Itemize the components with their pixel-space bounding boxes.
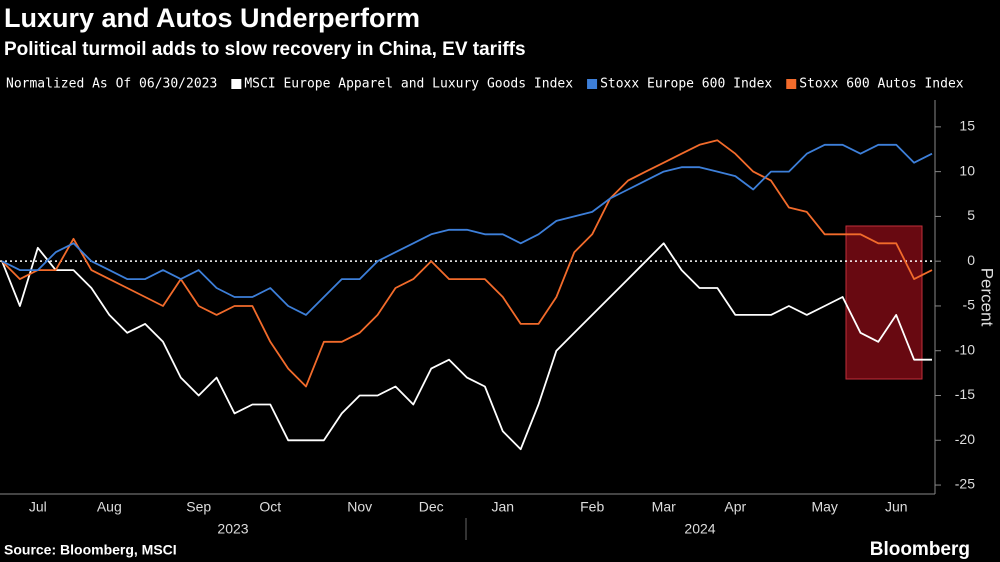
chart-subtitle: Political turmoil adds to slow recovery … [4, 39, 526, 60]
x-tick-label: Oct [259, 499, 281, 515]
y-tick-label: -25 [955, 476, 975, 492]
x-tick-label: Apr [724, 499, 746, 515]
year-label: 2024 [684, 521, 715, 537]
y-tick-label: 5 [967, 207, 975, 223]
x-tick-label: Jun [885, 499, 908, 515]
chart-title: Luxury and Autos Underperform [4, 3, 420, 33]
x-tick-label: May [811, 499, 837, 515]
legend-note: Normalized As Of 06/30/2023 [6, 77, 217, 92]
legend-swatch [786, 79, 797, 89]
legend-label: Stoxx 600 Autos Index [799, 77, 964, 92]
source: Source: Bloomberg, MSCI [4, 542, 177, 558]
series-line [1, 242, 932, 451]
y-tick-label: 0 [967, 252, 975, 268]
x-tick-label: Jul [29, 499, 47, 515]
legend-label: MSCI Europe Apparel and Luxury Goods Ind… [244, 77, 573, 92]
legend-swatch [587, 79, 598, 89]
brand: Bloomberg [870, 539, 970, 560]
year-label: 2023 [217, 521, 248, 537]
y-tick-label: -5 [963, 297, 976, 313]
y-axis-label: Percent [978, 268, 997, 327]
highlight-box [845, 225, 923, 380]
x-tick-label: Jan [491, 499, 514, 515]
series-line [1, 139, 933, 388]
x-tick-label: Mar [652, 499, 676, 515]
x-tick-label: Dec [419, 499, 444, 515]
y-tick-label: 10 [959, 162, 975, 178]
y-tick-label: -15 [955, 386, 975, 402]
x-tick-label: Aug [97, 499, 122, 515]
y-tick-label: 15 [959, 118, 975, 134]
legend-label: Stoxx Europe 600 Index [600, 77, 772, 92]
x-tick-label: Feb [580, 499, 604, 515]
y-tick-label: -20 [955, 431, 975, 447]
legend-swatch [231, 79, 242, 89]
y-tick-label: -10 [955, 341, 975, 357]
x-tick-label: Sep [186, 499, 211, 515]
x-tick-label: Nov [347, 499, 372, 515]
series-line [1, 143, 933, 316]
